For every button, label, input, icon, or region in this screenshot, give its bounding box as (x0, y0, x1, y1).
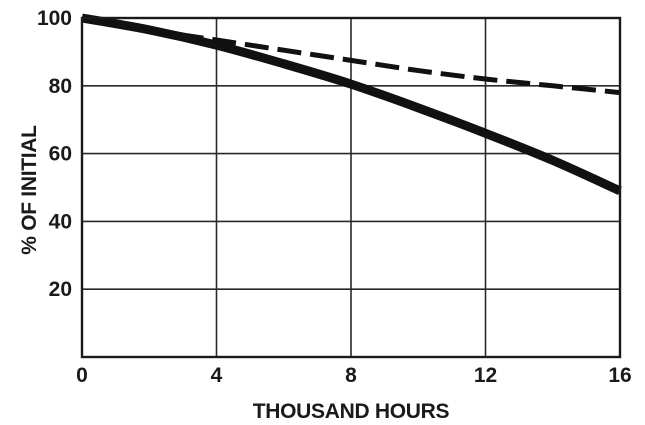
plot-frame (80, 16, 622, 359)
y-tick-label-3: 80 (49, 75, 72, 98)
x-axis-title: THOUSAND HOURS (253, 400, 450, 423)
tick-labels: 0 4 8 12 16 20 40 60 80 100 (37, 7, 632, 387)
x-tick-label-0: 0 (76, 364, 88, 387)
y-tick-label-0: 20 (49, 278, 72, 301)
grid-lines (82, 18, 620, 357)
x-tick-label-3: 12 (474, 364, 497, 387)
y-tick-label-2: 60 (49, 143, 72, 166)
x-tick-label-4: 16 (608, 364, 631, 387)
series-lines (81, 13, 622, 195)
y-axis-title: % OF INITIAL (18, 125, 41, 255)
x-tick-label-2: 8 (345, 364, 357, 387)
x-tick-label-1: 4 (211, 364, 223, 387)
y-tick-label-1: 40 (49, 210, 72, 233)
y-tick-label-4: 100 (37, 7, 72, 30)
solid-series-line (81, 13, 622, 195)
